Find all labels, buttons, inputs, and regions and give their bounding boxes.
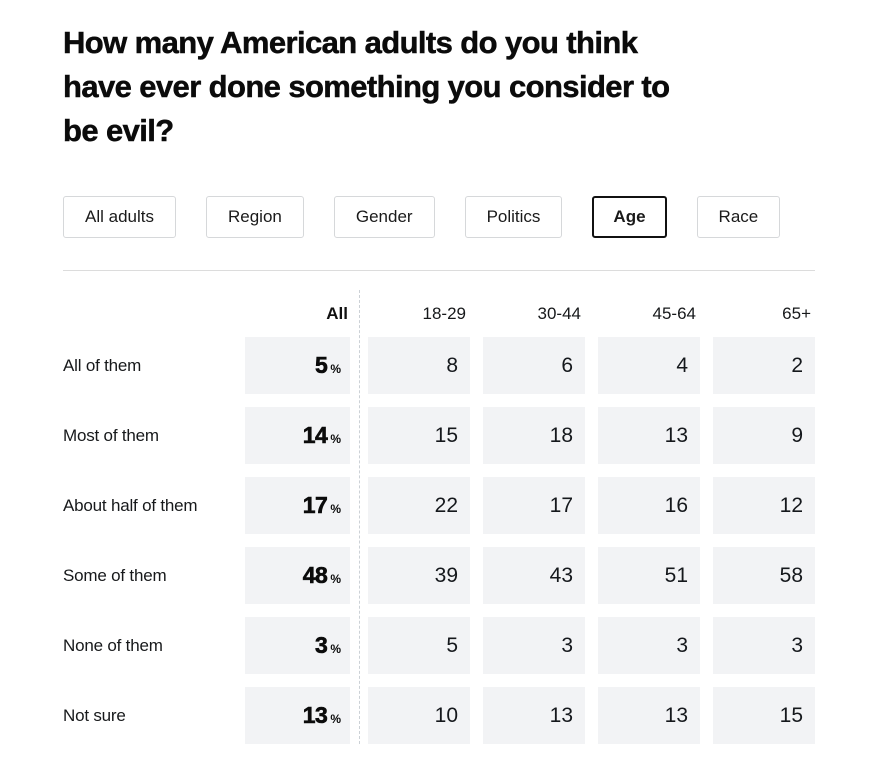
table-row: About half of them 17% 22 17 16 12	[63, 477, 815, 534]
cell-45-64: 13	[598, 687, 700, 744]
cell-45-64: 16	[598, 477, 700, 534]
cell-18-29: 22	[368, 477, 470, 534]
tab-region[interactable]: Region	[205, 196, 304, 238]
page-title-line: be evil?	[63, 113, 175, 149]
cell-all: 5%	[245, 337, 350, 394]
percent-sign: %	[330, 642, 341, 656]
cell-45-64: 51	[598, 547, 700, 604]
cell-65plus: 3	[713, 617, 815, 674]
cell-all: 3%	[245, 617, 350, 674]
results-table: All 18-29 30-44 45-64 65+ All of them 5%…	[63, 290, 815, 757]
cell-all: 17%	[245, 477, 350, 534]
section-divider	[63, 270, 815, 271]
column-header-18-29: 18-29	[422, 303, 466, 323]
table-row: Not sure 13% 10 13 13 15	[63, 687, 815, 744]
cell-all-value: 5	[315, 352, 328, 379]
column-header-45-64: 45-64	[652, 303, 696, 323]
cell-65plus: 15	[713, 687, 815, 744]
cell-45-64: 13	[598, 407, 700, 464]
breakdown-tabs: All adults Region Gender Politics Age Ra…	[63, 196, 781, 238]
row-label: Not sure	[63, 705, 126, 725]
cell-65plus: 2	[713, 337, 815, 394]
percent-sign: %	[330, 572, 341, 586]
row-label: Some of them	[63, 565, 167, 585]
tab-all-adults[interactable]: All adults	[63, 196, 176, 238]
percent-sign: %	[330, 502, 341, 516]
tab-politics[interactable]: Politics	[464, 196, 563, 238]
cell-18-29: 8	[368, 337, 470, 394]
percent-sign: %	[330, 432, 341, 446]
column-header-all: All	[326, 303, 348, 323]
table-row: None of them 3% 5 3 3 3	[63, 617, 815, 674]
cell-all: 14%	[245, 407, 350, 464]
column-header-30-44: 30-44	[537, 303, 581, 323]
cell-18-29: 39	[368, 547, 470, 604]
percent-sign: %	[330, 712, 341, 726]
table-row: Most of them 14% 15 18 13 9	[63, 407, 815, 464]
page-title: How many American adults do you think ha…	[63, 21, 671, 153]
column-divider-dashed	[359, 290, 360, 744]
cell-18-29: 5	[368, 617, 470, 674]
table-row: All of them 5% 8 6 4 2	[63, 337, 815, 394]
tab-gender[interactable]: Gender	[333, 196, 435, 238]
cell-30-44: 17	[483, 477, 585, 534]
cell-all-value: 13	[302, 702, 328, 729]
cell-30-44: 3	[483, 617, 585, 674]
cell-all-value: 48	[302, 562, 328, 589]
cell-65plus: 58	[713, 547, 815, 604]
cell-all: 13%	[245, 687, 350, 744]
cell-all-value: 17	[302, 492, 328, 519]
cell-45-64: 3	[598, 617, 700, 674]
table-header-row: All 18-29 30-44 45-64 65+	[63, 290, 815, 337]
cell-30-44: 6	[483, 337, 585, 394]
cell-30-44: 13	[483, 687, 585, 744]
row-label: Most of them	[63, 425, 159, 445]
page-title-line: have ever done something you consider to	[63, 69, 671, 105]
cell-30-44: 43	[483, 547, 585, 604]
row-label: About half of them	[63, 495, 198, 515]
cell-45-64: 4	[598, 337, 700, 394]
tab-race[interactable]: Race	[696, 196, 781, 238]
tab-age[interactable]: Age	[592, 196, 667, 238]
cell-all-value: 3	[315, 632, 328, 659]
column-header-65plus: 65+	[782, 303, 811, 323]
cell-18-29: 15	[368, 407, 470, 464]
cell-18-29: 10	[368, 687, 470, 744]
cell-65plus: 9	[713, 407, 815, 464]
table-row: Some of them 48% 39 43 51 58	[63, 547, 815, 604]
page-title-line: How many American adults do you think	[63, 25, 638, 61]
cell-30-44: 18	[483, 407, 585, 464]
cell-all-value: 14	[302, 422, 328, 449]
row-label: All of them	[63, 355, 142, 375]
cell-all: 48%	[245, 547, 350, 604]
percent-sign: %	[330, 362, 341, 376]
row-label: None of them	[63, 635, 163, 655]
cell-65plus: 12	[713, 477, 815, 534]
